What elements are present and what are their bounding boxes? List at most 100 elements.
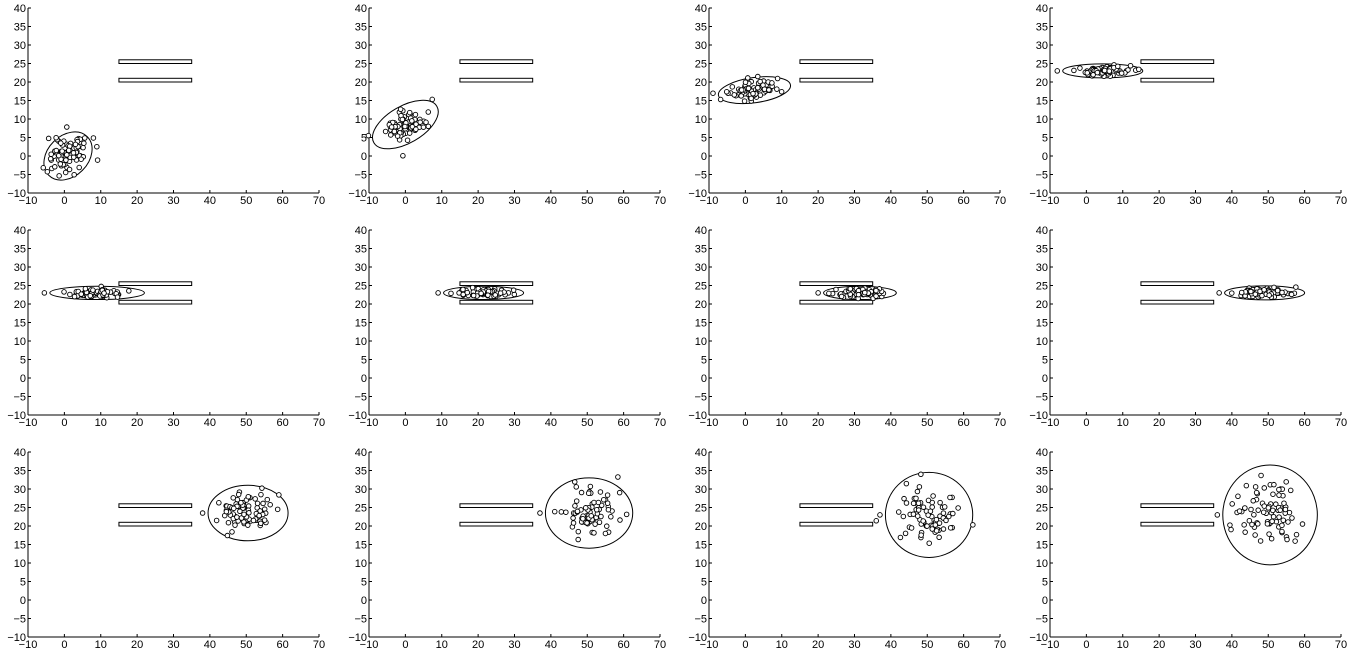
sample-point xyxy=(64,152,70,158)
sample-point xyxy=(1270,507,1276,514)
sample-point xyxy=(478,290,484,297)
y-tick-label: 35 xyxy=(1036,466,1048,478)
x-tick-label: 0 xyxy=(1083,639,1089,651)
y-tick-label: 30 xyxy=(355,484,367,496)
y-tick-label: 0 xyxy=(701,595,707,607)
y-tick-label: 0 xyxy=(20,151,26,163)
obstacle-rect xyxy=(799,77,874,83)
sample-point xyxy=(1282,506,1289,513)
x-tick-label: 10 xyxy=(95,417,107,429)
y-tick-label: 40 xyxy=(14,3,26,15)
sample-point xyxy=(578,489,585,496)
sample-point xyxy=(582,505,589,511)
y-tick-label: 15 xyxy=(695,540,707,552)
sample-point xyxy=(1258,472,1264,479)
sample-point xyxy=(572,479,578,485)
x-tick-label: 20 xyxy=(131,639,143,651)
y-tick-label: 20 xyxy=(1036,77,1048,89)
x-tick-label: 50 xyxy=(921,639,933,651)
x-tick-label: 60 xyxy=(1299,195,1311,207)
sample-point xyxy=(1136,66,1142,73)
x-tick-label: 60 xyxy=(618,417,630,429)
sample-point xyxy=(1214,512,1221,518)
sample-point xyxy=(1276,486,1282,493)
sample-point xyxy=(67,291,73,298)
y-tick-label: 15 xyxy=(1036,96,1048,108)
y-tick-label: 15 xyxy=(695,318,707,330)
y-tick-label: −5 xyxy=(694,170,707,182)
sample-point xyxy=(1257,538,1264,544)
sample-point xyxy=(778,89,785,95)
sample-point xyxy=(63,157,69,163)
obstacle-rect xyxy=(799,59,874,64)
sample-point xyxy=(774,75,781,82)
y-tick-label: 25 xyxy=(695,503,707,515)
sample-point xyxy=(238,499,244,506)
x-tick-label: 10 xyxy=(436,639,448,651)
x-tick-label: 0 xyxy=(402,417,408,429)
y-tick-label: 15 xyxy=(695,96,707,108)
sample-point xyxy=(537,510,543,516)
y-tick-label: 5 xyxy=(1042,133,1048,145)
sample-point xyxy=(575,536,581,543)
sample-point xyxy=(877,512,883,518)
sample-point xyxy=(252,496,258,502)
y-tick-label: −10 xyxy=(348,188,367,200)
x-tick-label: 70 xyxy=(654,417,666,429)
sample-point xyxy=(603,523,610,529)
sample-point xyxy=(947,525,954,531)
covariance-ellipse xyxy=(544,477,634,549)
x-tick-label: 60 xyxy=(1299,639,1311,651)
y-tick-label: −10 xyxy=(7,188,26,200)
sample-point xyxy=(592,521,598,527)
y-tick-label: 5 xyxy=(20,133,26,145)
y-tick-label: 0 xyxy=(701,373,707,385)
x-tick-label: 10 xyxy=(776,639,788,651)
y-tick-label: 25 xyxy=(1036,503,1048,515)
x-tick-label: −10 xyxy=(360,417,379,429)
sample-point xyxy=(738,87,745,93)
sample-point xyxy=(1248,288,1254,295)
obstacle-rect xyxy=(118,281,193,286)
y-tick-label: 10 xyxy=(1036,558,1048,570)
sample-point xyxy=(460,286,466,293)
panel-6: −10 0 10 20 30 40 50 60 70 −10 −5 0 5 10 15 20 25 30 35 40 xyxy=(348,225,666,429)
sample-point xyxy=(927,508,934,515)
sample-point xyxy=(1242,505,1248,511)
sample-point xyxy=(587,483,594,490)
panel-3: −10 0 10 20 30 40 50 60 70 −10 −5 0 5 10 15 20 25 30 35 40 xyxy=(688,3,1006,207)
sample-point xyxy=(78,156,84,162)
sample-point xyxy=(409,118,415,124)
y-tick-label: 20 xyxy=(14,299,26,311)
sample-point xyxy=(1279,528,1285,535)
covariance-ellipse xyxy=(1222,464,1318,566)
sample-point xyxy=(1127,62,1134,69)
y-tick-label: −5 xyxy=(694,392,707,404)
sample-point xyxy=(574,508,581,515)
sample-point xyxy=(1077,65,1083,71)
obstacle-rect xyxy=(1140,503,1215,508)
y-tick-label: 25 xyxy=(1036,59,1048,71)
sample-point xyxy=(1255,507,1261,513)
x-tick-label: 40 xyxy=(204,417,216,429)
obstacle-rect xyxy=(459,59,534,64)
x-tick-label: 60 xyxy=(958,417,970,429)
sample-point xyxy=(404,137,411,143)
sample-point xyxy=(114,294,121,300)
sample-point xyxy=(608,514,614,520)
y-tick-label: 5 xyxy=(20,577,26,589)
sample-point xyxy=(551,508,558,515)
y-tick-label: 0 xyxy=(361,595,367,607)
sample-point xyxy=(855,291,862,298)
y-tick-label: 5 xyxy=(1042,355,1048,367)
covariance-ellipse xyxy=(884,471,974,558)
sample-point xyxy=(1255,521,1261,527)
sample-point xyxy=(570,515,576,521)
sample-point xyxy=(485,292,491,298)
panel-5: −10 0 10 20 30 40 50 60 70 −10 −5 0 5 10 15 20 25 30 35 40 xyxy=(7,225,325,429)
y-tick-label: −5 xyxy=(1035,392,1048,404)
y-tick-label: 35 xyxy=(14,22,26,34)
sample-point xyxy=(62,169,69,176)
sample-point xyxy=(755,73,761,80)
y-tick-label: 5 xyxy=(361,133,367,145)
